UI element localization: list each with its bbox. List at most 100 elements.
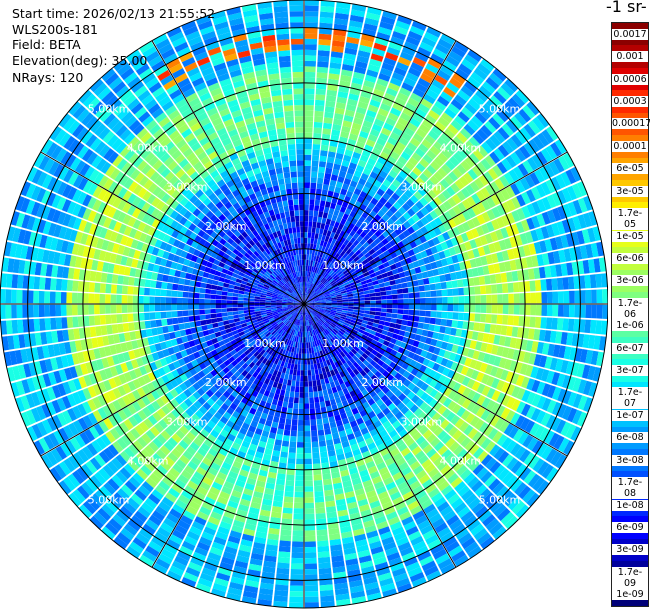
heatmap-cell	[317, 268, 322, 275]
heatmap-cell	[403, 309, 409, 315]
heatmap-cell	[233, 519, 245, 528]
heatmap-cell	[567, 392, 578, 407]
heatmap-cell	[401, 319, 408, 326]
heatmap-cell	[329, 533, 341, 541]
heatmap-cell	[426, 570, 442, 582]
heatmap-cell	[364, 17, 379, 27]
heatmap-cell	[310, 358, 314, 365]
heatmap-cell	[377, 26, 392, 36]
heatmap-cell	[481, 373, 490, 385]
heatmap-cell	[410, 505, 423, 516]
heatmap-cell	[396, 283, 403, 289]
heatmap-cell	[415, 82, 428, 93]
heatmap-cell	[319, 240, 325, 247]
heatmap-cell	[314, 273, 318, 279]
heatmap-cell	[308, 342, 311, 348]
heatmap-cell	[61, 317, 68, 329]
heatmap-cell	[385, 117, 397, 127]
heatmap-cell	[309, 265, 312, 272]
heatmap-cell	[275, 578, 289, 586]
heatmap-cell	[526, 189, 536, 203]
heatmap-cell	[258, 469, 268, 477]
heatmap-cell	[288, 334, 292, 341]
heatmap-cell	[298, 336, 301, 343]
heatmap-cell	[422, 444, 433, 454]
heatmap-cell	[501, 123, 514, 137]
heatmap-cell	[308, 347, 312, 354]
heatmap-cell	[440, 132, 452, 144]
heatmap-cell	[448, 140, 460, 152]
heatmap-cell	[569, 290, 575, 304]
heatmap-cell	[260, 412, 268, 420]
heatmap-cell	[429, 317, 436, 325]
heatmap-cell	[328, 376, 334, 383]
heatmap-cell	[321, 462, 330, 469]
heatmap-cell	[300, 364, 304, 371]
heatmap-cell	[294, 318, 298, 325]
heatmap-cell	[485, 518, 500, 532]
heatmap-cell	[88, 315, 95, 326]
heatmap-cell	[292, 375, 297, 381]
heatmap-cell	[318, 320, 323, 326]
heatmap-cell	[304, 419, 310, 426]
heatmap-cell	[504, 359, 512, 370]
heatmap-cell	[426, 448, 437, 459]
heatmap-cell	[342, 232, 349, 239]
heatmap-cell	[420, 98, 433, 109]
heatmap-cell	[320, 307, 326, 310]
heatmap-cell	[433, 275, 441, 283]
heatmap-cell	[440, 258, 448, 267]
heatmap-cell	[325, 299, 332, 302]
heatmap-cell	[521, 403, 531, 417]
heatmap-cell	[349, 180, 358, 188]
heatmap-cell	[217, 567, 232, 577]
heatmap-cell	[392, 496, 404, 506]
heatmap-cell	[374, 515, 387, 525]
heatmap-cell	[351, 425, 360, 433]
heatmap-cell	[274, 489, 284, 497]
heatmap-cell	[304, 16, 319, 23]
heatmap-cell	[394, 160, 405, 170]
heatmap-cell	[331, 257, 337, 264]
heatmap-cell	[221, 461, 232, 471]
heatmap-cell	[335, 593, 350, 601]
heatmap-cell	[519, 127, 532, 141]
heatmap-cell	[270, 460, 279, 468]
heatmap-cell	[304, 309, 307, 315]
heatmap-cell	[284, 424, 291, 431]
heatmap-cell	[320, 344, 325, 351]
heatmap-cell	[334, 487, 344, 495]
heatmap-cell	[486, 375, 495, 387]
heatmap-cell	[360, 427, 369, 436]
heatmap-cell	[296, 442, 304, 448]
heatmap-cell	[557, 291, 564, 304]
heatmap-cell	[579, 349, 588, 363]
heatmap-cell	[386, 299, 393, 304]
heatmap-cell	[357, 549, 371, 558]
heatmap-cell	[437, 234, 446, 243]
heatmap-cell	[375, 249, 383, 256]
heatmap-cell	[322, 271, 327, 278]
heatmap-cell	[277, 359, 282, 366]
heatmap-cell	[324, 292, 330, 296]
heatmap-cell	[377, 572, 392, 582]
heatmap-cell	[535, 367, 544, 381]
heatmap-cell	[357, 288, 364, 293]
heatmap-cell	[358, 294, 365, 298]
heatmap-cell	[480, 285, 487, 295]
heatmap-cell	[320, 600, 335, 608]
heatmap-cell	[431, 186, 442, 196]
heatmap-cell	[382, 192, 391, 201]
heatmap-cell	[436, 136, 448, 148]
heatmap-cell	[336, 254, 343, 261]
heatmap-cell	[428, 254, 436, 263]
heatmap-cell	[299, 392, 304, 398]
heatmap-cell	[394, 122, 406, 132]
heatmap-cell	[523, 351, 531, 364]
heatmap-cell	[335, 228, 342, 235]
heatmap-cell	[315, 374, 320, 381]
heatmap-cell	[514, 148, 527, 162]
heatmap-cell	[304, 55, 317, 62]
heatmap-cell	[304, 11, 319, 17]
heatmap-cell	[407, 262, 415, 270]
